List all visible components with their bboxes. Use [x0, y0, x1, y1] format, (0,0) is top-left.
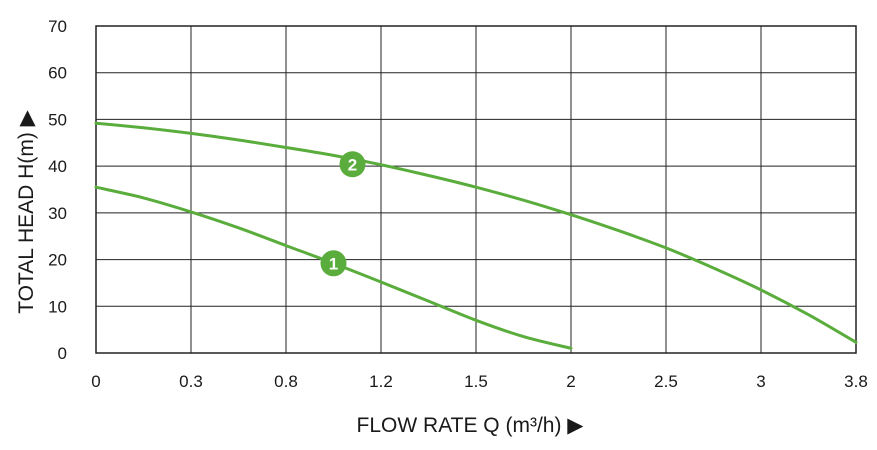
x-tick-label: 0.8 [274, 372, 298, 391]
curve-marker-badge [320, 250, 347, 277]
curve-marker-2: 2 [339, 151, 366, 178]
x-tick-label: 2.5 [654, 372, 678, 391]
grid [95, 25, 857, 354]
y-tick-label: 30 [48, 204, 67, 223]
x-tick-label: 3.8 [844, 372, 868, 391]
x-axis-title: FLOW RATE Q (m³/h) ▶ [357, 414, 585, 437]
y-tick-label: 50 [48, 110, 67, 129]
y-axis-title: TOTAL HEAD H(m) ▶ [15, 109, 38, 313]
series-line-2 [94, 121, 858, 344]
curve-marker-label: 1 [329, 254, 338, 273]
x-tick-label: 2 [566, 372, 575, 391]
y-tick-label: 60 [48, 64, 67, 83]
x-tick-label: 1.2 [369, 372, 393, 391]
x-tick-label: 0.3 [179, 372, 203, 391]
marker-layer: 12 [320, 151, 366, 277]
x-tick-labels: 0 0.3 0.8 1.2 1.5 2 2.5 3 3.8 [91, 372, 868, 391]
y-tick-label: 40 [48, 157, 67, 176]
curve-marker-badge [339, 151, 366, 178]
y-tick-label: 20 [48, 251, 67, 270]
curve-marker-1: 1 [320, 250, 347, 277]
x-tick-label: 0 [91, 372, 100, 391]
y-tick-label: 0 [58, 344, 67, 363]
y-tick-label: 10 [48, 297, 67, 316]
curve-marker-label: 2 [348, 155, 357, 174]
y-tick-label: 70 [48, 17, 67, 36]
x-tick-label: 1.5 [464, 372, 488, 391]
y-tick-labels: 0 10 20 30 40 50 60 70 [48, 17, 67, 363]
x-tick-label: 3 [756, 372, 765, 391]
